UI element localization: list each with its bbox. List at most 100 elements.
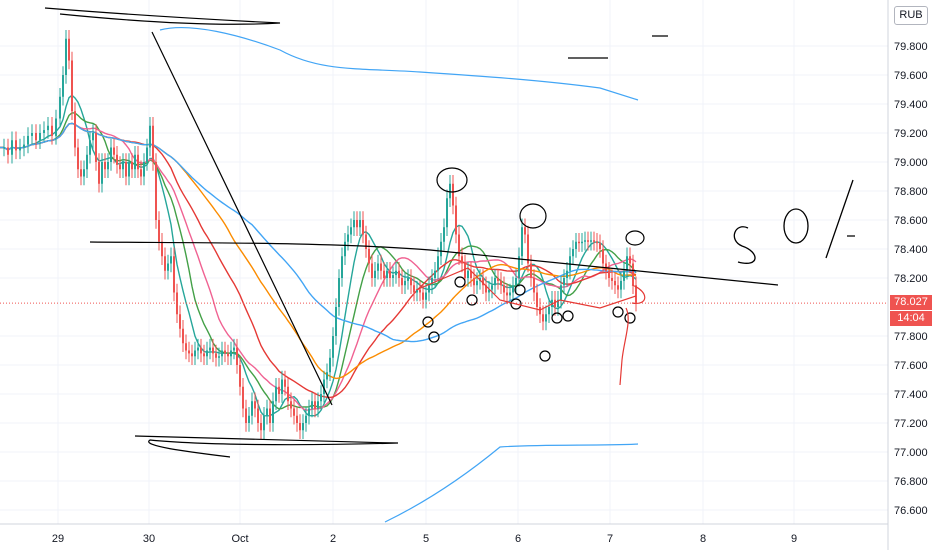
candle-body	[590, 240, 592, 242]
candle-body	[170, 256, 172, 264]
candle-body	[323, 379, 325, 394]
drawn-small-circle	[612, 306, 624, 318]
candle-body	[386, 270, 388, 278]
candle-body	[467, 270, 469, 278]
candle-body	[107, 162, 109, 170]
drawn-handwritten-slash	[825, 179, 855, 259]
candle-body	[188, 350, 190, 354]
candle-body	[383, 270, 385, 278]
time-axis[interactable]: 29 30 Oct 2 5 6 7 8 9	[52, 533, 797, 545]
candle-body	[284, 379, 286, 387]
drawn-circle	[436, 167, 468, 193]
drawn-small-circle	[428, 331, 440, 343]
candle-body	[35, 133, 37, 141]
price-tick-label: 78.600	[894, 215, 928, 227]
candle-body	[335, 307, 337, 336]
candle-body	[446, 198, 448, 228]
candle-body	[263, 415, 265, 431]
candle-body	[39, 133, 41, 141]
candle-body	[377, 263, 379, 271]
drawn-small-circle	[454, 276, 466, 288]
candle-body	[11, 140, 13, 155]
candle-body	[59, 96, 61, 119]
candle-body	[629, 256, 631, 264]
candle-body	[89, 140, 91, 155]
candle-body	[242, 386, 244, 409]
candle-body	[596, 241, 598, 244]
candle-body	[278, 386, 280, 394]
candle-body	[380, 263, 382, 271]
drawn-small-circle	[422, 316, 434, 328]
candle-body	[353, 220, 355, 228]
price-axis[interactable]: 79.800 79.600 79.400 79.200 79.000 78.800 78.6…	[894, 41, 928, 517]
candle-body	[329, 357, 331, 373]
candle-body	[509, 292, 511, 296]
candle-body	[401, 278, 403, 286]
candle-body	[203, 353, 205, 357]
candle-body	[221, 350, 223, 357]
candle-body	[464, 263, 466, 278]
drawn-resistance-line	[89, 241, 779, 286]
candle-body	[626, 256, 628, 271]
candle-body	[419, 289, 421, 293]
candle-body	[452, 183, 454, 206]
candle-body	[119, 164, 121, 170]
candle-body	[533, 278, 535, 293]
candle-body	[206, 350, 208, 357]
candle-body	[158, 220, 160, 242]
candle-body	[293, 408, 295, 416]
candle-body	[80, 169, 82, 177]
price-tick-label: 79.000	[894, 157, 928, 169]
candle-body	[488, 289, 490, 293]
candle-body	[101, 162, 103, 184]
grid	[0, 0, 888, 524]
price-tick-label: 79.800	[894, 41, 928, 53]
candle-body	[491, 285, 493, 290]
candle-body	[473, 278, 475, 286]
candle-body	[368, 249, 370, 264]
candle-body	[461, 256, 463, 264]
candle-body	[260, 423, 262, 431]
price-tick-label: 76.600	[894, 505, 928, 517]
time-tick-label: 29	[52, 533, 64, 545]
candle-body	[3, 147, 5, 149]
candle-body	[27, 135, 29, 145]
drawn-small-circle	[562, 310, 574, 322]
candle-body	[392, 275, 394, 278]
moving-average-line	[0, 112, 637, 410]
candle-body	[194, 350, 196, 357]
drawn-circle	[519, 203, 547, 229]
moving-average-line	[0, 94, 637, 417]
candle-body	[521, 227, 523, 257]
candle-body	[104, 162, 106, 170]
drawn-small-circle	[510, 298, 522, 310]
candle-body	[398, 270, 400, 278]
price-tick-label: 79.400	[894, 99, 928, 111]
candle-body	[530, 263, 532, 278]
candle-body	[143, 162, 145, 177]
candle-body	[269, 408, 271, 423]
candle-body	[239, 365, 241, 387]
candle-body	[47, 125, 49, 131]
candle-body	[122, 162, 124, 170]
candle-body	[356, 220, 358, 228]
candle-body	[317, 401, 319, 409]
price-tick-label: 77.600	[894, 360, 928, 372]
candle-body	[338, 278, 340, 307]
candle-body	[581, 241, 583, 244]
candle-body	[515, 278, 517, 286]
drawn-handwritten-0	[783, 208, 809, 244]
candle-body	[23, 144, 25, 148]
currency-badge[interactable]: RUB	[894, 6, 928, 25]
candle-body	[434, 270, 436, 278]
price-tick-label: 76.800	[894, 476, 928, 488]
time-tick-label: 2	[330, 533, 336, 545]
candle-body	[233, 347, 235, 351]
candle-body	[494, 278, 496, 286]
price-tick-label: 79.600	[894, 70, 928, 82]
candle-body	[524, 227, 526, 235]
candle-body	[110, 147, 112, 162]
candle-body	[476, 280, 478, 286]
drawn-circle	[625, 230, 645, 246]
